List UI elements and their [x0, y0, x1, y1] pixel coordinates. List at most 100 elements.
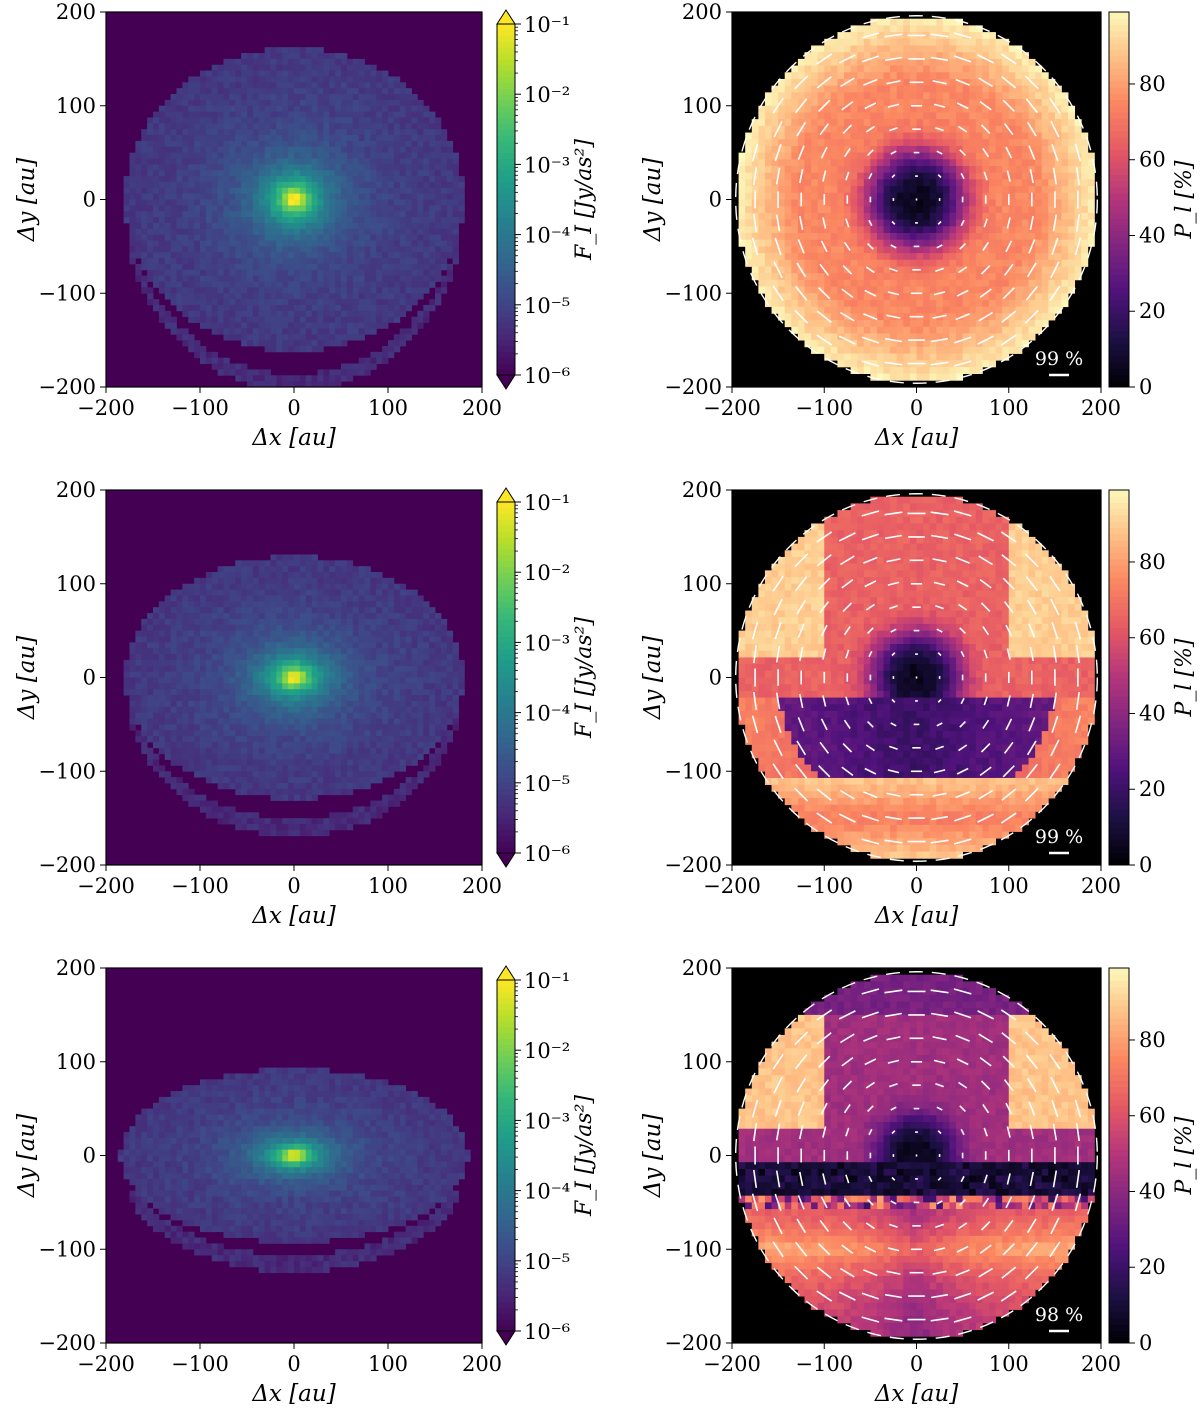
pol-cell [883, 239, 891, 247]
flux-cell [282, 181, 289, 189]
pol-cell [863, 313, 871, 321]
flux-cell [282, 316, 289, 323]
flux-cell [358, 357, 365, 364]
pol-cell [936, 159, 944, 167]
flux-cell [217, 82, 224, 89]
flux-cell [364, 246, 371, 253]
flux-colorbar-segment [497, 328, 515, 335]
pol-cell [1074, 119, 1082, 127]
flux-cell [452, 181, 459, 189]
flux-cell [388, 240, 395, 247]
flux-cell [376, 252, 383, 259]
flux-cell [370, 351, 377, 359]
flux-cell [211, 205, 219, 212]
flux-cell [370, 252, 377, 259]
pol-cell [784, 279, 792, 287]
pol-cell [1068, 206, 1076, 214]
flux-cell [364, 146, 371, 154]
pol-cell [811, 219, 819, 227]
pol-cell [771, 273, 779, 281]
flux-cell [294, 105, 301, 113]
pol-cell [942, 353, 950, 361]
flux-cell [153, 176, 160, 183]
flux-cell [247, 53, 254, 60]
pol-cell [903, 145, 911, 154]
flux-cell [346, 111, 354, 118]
flux-colorbar-segment [497, 316, 515, 323]
flux-cell [382, 164, 389, 171]
pol-cell [844, 253, 852, 261]
pol-cell [923, 92, 931, 100]
flux-cell [252, 70, 260, 77]
pol-cell [876, 286, 884, 294]
flux-cell [200, 164, 207, 171]
flux-cell [388, 94, 395, 101]
flux-cell [335, 94, 342, 101]
pol-cell [764, 132, 772, 140]
flux-cell [288, 246, 295, 253]
pol-cell [916, 186, 924, 194]
flux-cell [358, 181, 365, 189]
flux-cell [276, 258, 283, 265]
flux-cell [405, 129, 412, 136]
flux-cell [282, 187, 289, 195]
flux-cell [141, 234, 148, 241]
flux-cell [241, 258, 248, 265]
pol-cell [1028, 239, 1036, 247]
flux-cell [405, 275, 412, 282]
pol-cell [923, 279, 931, 287]
flux-cell [147, 228, 154, 236]
pol-cell [890, 105, 898, 113]
pol-cell [896, 199, 904, 207]
flux-cell [446, 228, 454, 236]
pol-cell [764, 92, 772, 100]
pol-cell [916, 239, 924, 247]
pol-cell [791, 306, 799, 314]
pol-cell [995, 132, 1003, 140]
flux-cell [341, 263, 348, 271]
pol-cell [982, 259, 990, 267]
flux-cell [341, 299, 348, 306]
pol-cell [949, 186, 957, 194]
flux-cell [423, 135, 430, 142]
pol-cell [1008, 346, 1016, 354]
flux-colorbar-segment [497, 94, 515, 101]
pol-cell [903, 306, 911, 314]
flux-cell [305, 105, 313, 113]
pol-cell [817, 99, 825, 107]
pol-cell [1074, 253, 1082, 261]
flux-cell [382, 117, 389, 124]
flux-cell [352, 322, 360, 329]
flux-cell [164, 222, 172, 230]
flux-cell [194, 217, 201, 224]
pol-cell [949, 145, 957, 154]
pol-cell [995, 85, 1003, 93]
flux-cell [364, 170, 371, 177]
pol-cell [738, 232, 746, 241]
pol-cell [850, 286, 858, 294]
pol-cell [745, 239, 753, 247]
flux-cell [182, 158, 189, 165]
pol-cell [909, 139, 917, 147]
flux-cell [341, 187, 348, 195]
pol-cell [1015, 186, 1023, 194]
flux-cell [264, 299, 271, 306]
flux-cell [299, 205, 307, 212]
flux-cell [423, 217, 430, 224]
flux-cell [270, 76, 277, 83]
flux-cell [270, 105, 277, 113]
flux-cell [294, 252, 301, 259]
flux-cell [223, 170, 230, 177]
flux-cell [323, 381, 330, 388]
flux-cell [346, 275, 354, 282]
flux-colorbar-segment [497, 135, 515, 142]
pol-cell [771, 226, 779, 234]
flux-cell [393, 82, 401, 89]
pol-cell [995, 320, 1003, 328]
pol-cell [797, 119, 805, 127]
pol-cell [1021, 239, 1029, 247]
flux-cell [252, 240, 260, 247]
flux-cell [341, 158, 348, 165]
flux-cell [335, 258, 342, 265]
pol-cell [830, 232, 838, 241]
